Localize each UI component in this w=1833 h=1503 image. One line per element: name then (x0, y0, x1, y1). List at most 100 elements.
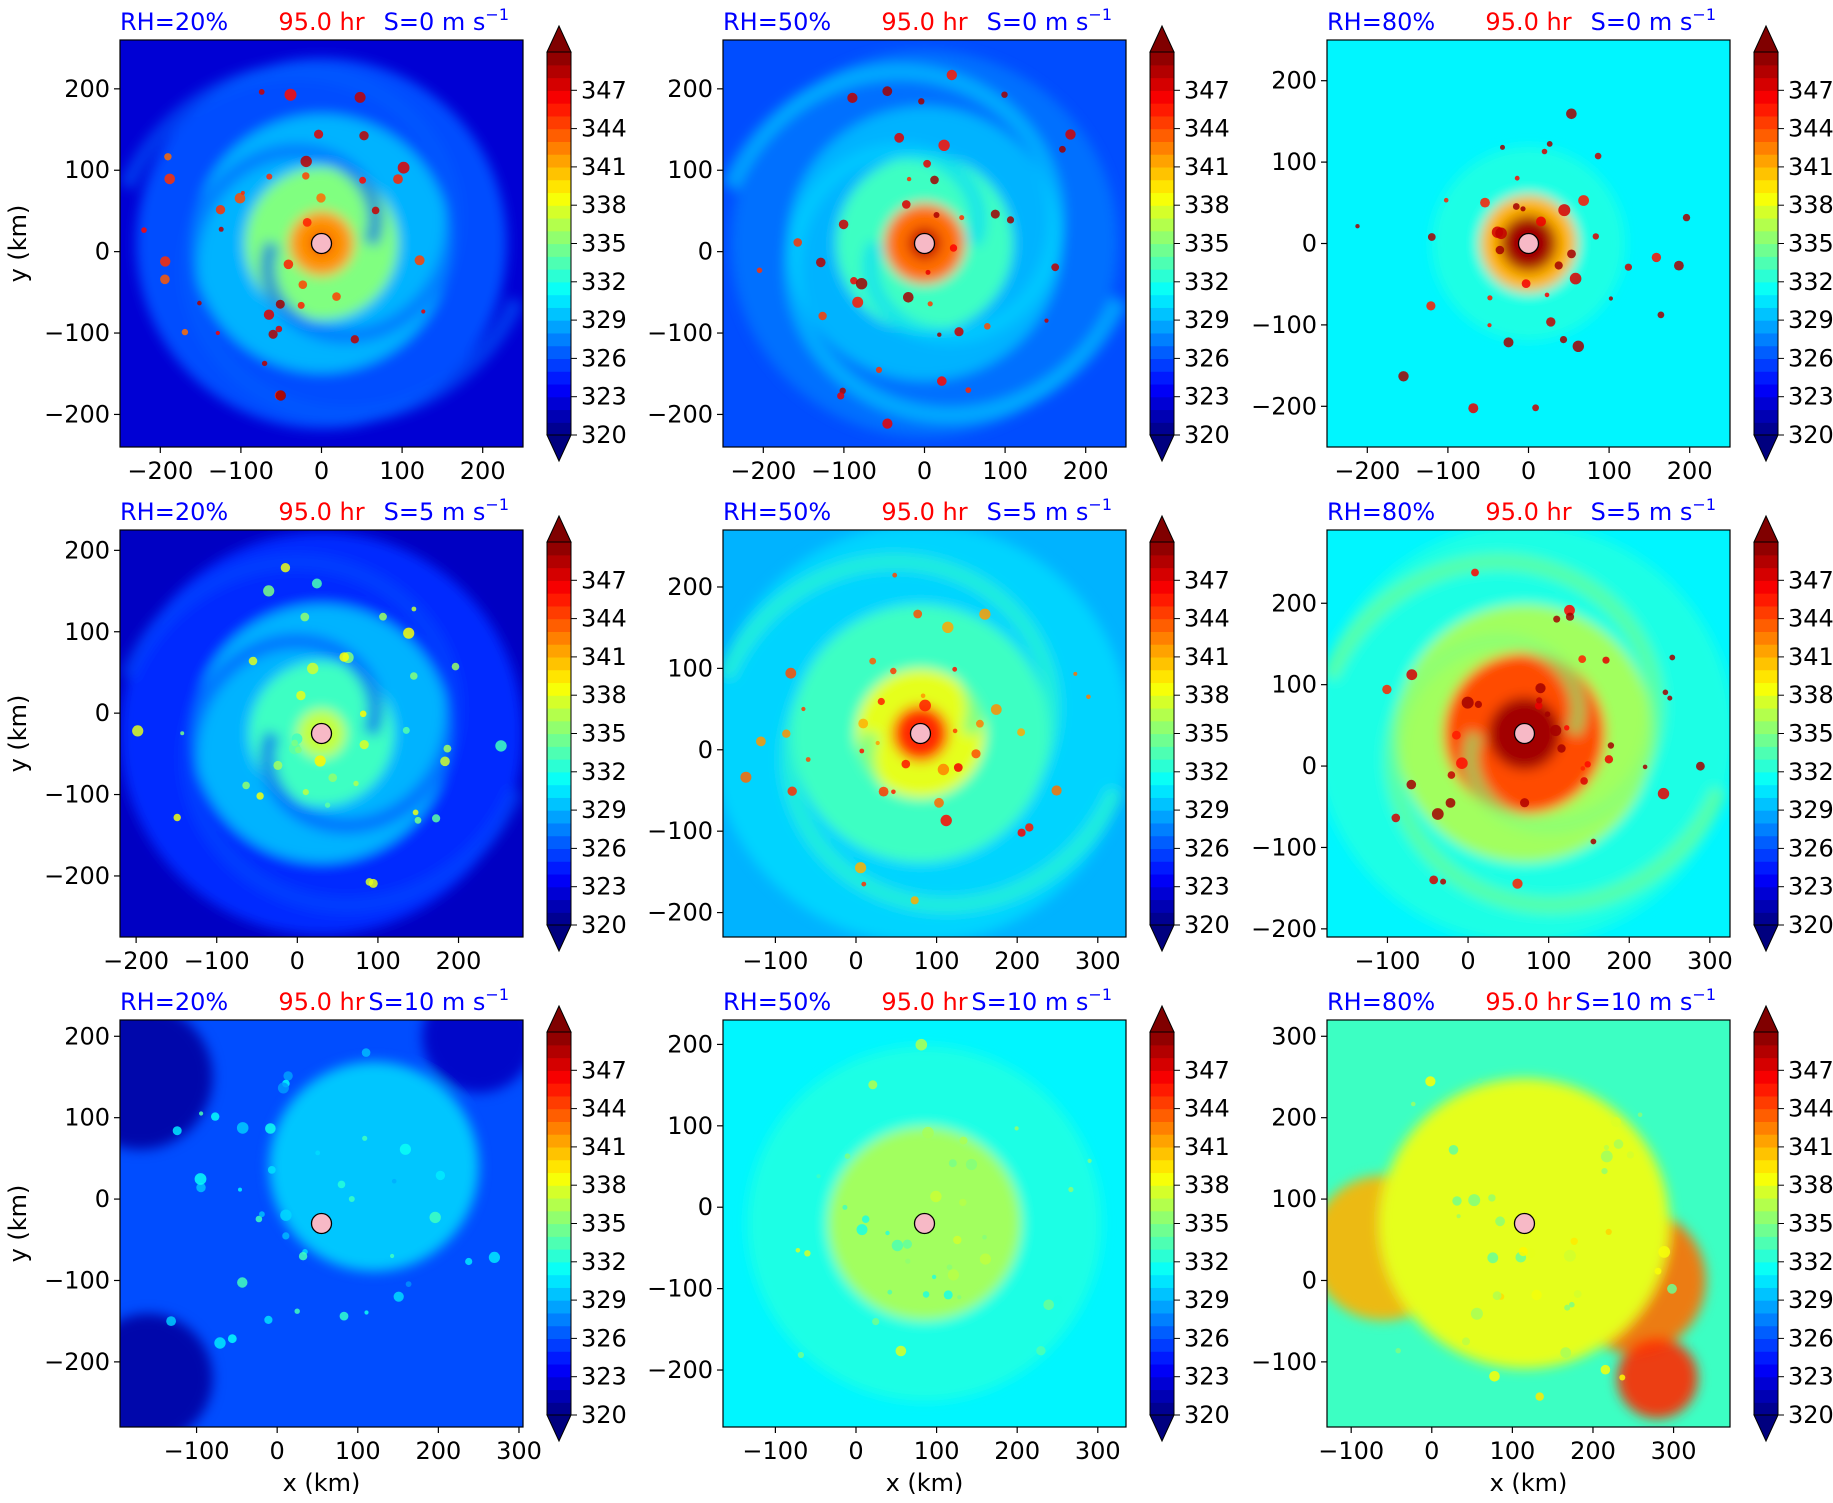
colorbar-segment (1754, 1070, 1778, 1084)
convective-cell (314, 129, 324, 139)
storm-center-marker (310, 232, 333, 255)
field-blob (120, 1020, 213, 1150)
rainband (181, 633, 523, 914)
colorbar-tick-label: 347 (1788, 1056, 1833, 1084)
colorbar-tick-label: 344 (1788, 1095, 1833, 1123)
colorbar-segment (547, 1146, 571, 1161)
convective-cell (275, 325, 283, 333)
convective-cell (891, 1239, 904, 1252)
colorbar-tick-label: 320 (1788, 911, 1833, 939)
convective-cell (277, 1082, 289, 1094)
convective-cell (915, 1038, 928, 1051)
time-label: 95.0 hr (881, 8, 967, 36)
convective-cell (922, 1291, 930, 1298)
colorbar-tick-label: 347 (581, 76, 627, 104)
convective-cell (391, 1178, 397, 1184)
convective-cell (906, 176, 912, 182)
colorbar-segment (547, 154, 571, 168)
storm-center-marker (1517, 232, 1540, 255)
colorbar-segment (1150, 77, 1174, 91)
y-tick-label: 200 (64, 75, 110, 103)
colorbar-segment (547, 256, 571, 270)
colorbar-segment (547, 1261, 571, 1276)
colorbar-tick-label: 347 (1788, 76, 1833, 104)
convective-cell (361, 1048, 371, 1057)
rh-label: RH=80% (1327, 988, 1435, 1016)
colorbar-segment (1754, 422, 1778, 436)
convective-cell (1558, 204, 1571, 217)
colorbar-segment (547, 115, 571, 130)
colorbar-segment (547, 810, 571, 824)
convective-cell (214, 1337, 226, 1349)
colorbar-segment (547, 1134, 571, 1148)
convective-cell (1658, 1246, 1671, 1258)
colorbar-segment (547, 77, 571, 91)
colorbar: 320 323 326 329 332 335 338 341 344 347 (546, 514, 627, 953)
convective-cell (913, 609, 923, 619)
colorbar-segment (1754, 912, 1778, 926)
colorbar-tick-label: 341 (1184, 1133, 1230, 1161)
colorbar-segment (1754, 345, 1778, 359)
convective-cell (1563, 1249, 1576, 1262)
colorbar-segment (1754, 332, 1778, 347)
y-tick-label: −100 (1251, 311, 1317, 339)
convective-cell (931, 1274, 937, 1280)
colorbar-segment (547, 1287, 571, 1301)
convective-cell (435, 1170, 446, 1181)
colorbar-segment (1150, 554, 1174, 569)
plot-frame (1326, 1019, 1731, 1428)
colorbar-segment (1754, 707, 1778, 722)
convective-cell (1602, 656, 1610, 664)
x-tick-label: −100 (811, 457, 877, 485)
y-tick-label: 100 (1271, 671, 1317, 699)
convective-cell (371, 206, 380, 215)
colorbar-segment (547, 631, 571, 645)
colorbar-segment (1150, 1351, 1174, 1365)
convective-cell (1544, 292, 1550, 298)
convective-cell (1590, 838, 1597, 845)
convective-cell (1468, 403, 1479, 414)
convective-cell (959, 215, 965, 221)
colorbar-segment (1150, 205, 1174, 219)
colorbar-segment (1754, 1095, 1778, 1110)
convective-cell (211, 1112, 220, 1121)
convective-cell (181, 328, 189, 336)
y-tick-label: −200 (1251, 915, 1317, 943)
colorbar-segment (1150, 332, 1174, 347)
convective-cell (379, 612, 387, 621)
convective-cell (215, 330, 220, 336)
colorbar-segment (547, 1159, 571, 1174)
colorbar-segment (547, 103, 571, 117)
convective-cell (1452, 730, 1461, 740)
convective-cell (1567, 249, 1576, 259)
convective-cell (429, 1211, 441, 1224)
convective-cell (842, 1204, 848, 1210)
x-tick-label: 0 (290, 947, 305, 975)
colorbar-tick-label: 329 (1184, 306, 1230, 334)
colorbar-tick-label: 332 (1788, 268, 1833, 296)
convective-cell (1521, 279, 1531, 288)
convective-cell (990, 704, 1002, 715)
colorbar-segment (1150, 605, 1174, 620)
colorbar-segment (1150, 720, 1174, 735)
convective-cell (957, 1295, 962, 1300)
colorbar-segment (1754, 771, 1778, 786)
colorbar-tick-label: 344 (581, 605, 627, 633)
convective-cell (1518, 1246, 1528, 1257)
colorbar-segment (547, 358, 571, 372)
convective-cell (952, 666, 958, 672)
colorbar-tick-label: 329 (581, 306, 627, 334)
convective-cell (1043, 1299, 1054, 1311)
convective-cell (353, 780, 359, 787)
convective-cell (300, 155, 312, 168)
colorbar-tick-label: 341 (1788, 1133, 1833, 1161)
y-tick-label: 100 (64, 618, 110, 646)
convective-cell (1544, 711, 1551, 717)
colorbar-tick-label: 329 (1788, 306, 1833, 334)
y-tick-label: −100 (44, 319, 110, 347)
colorbar-segment (1754, 886, 1778, 901)
colorbar-tick-label: 335 (1184, 230, 1230, 258)
convective-cell (818, 311, 827, 321)
colorbar-segment (547, 205, 571, 219)
colorbar-segment (1754, 1032, 1778, 1046)
